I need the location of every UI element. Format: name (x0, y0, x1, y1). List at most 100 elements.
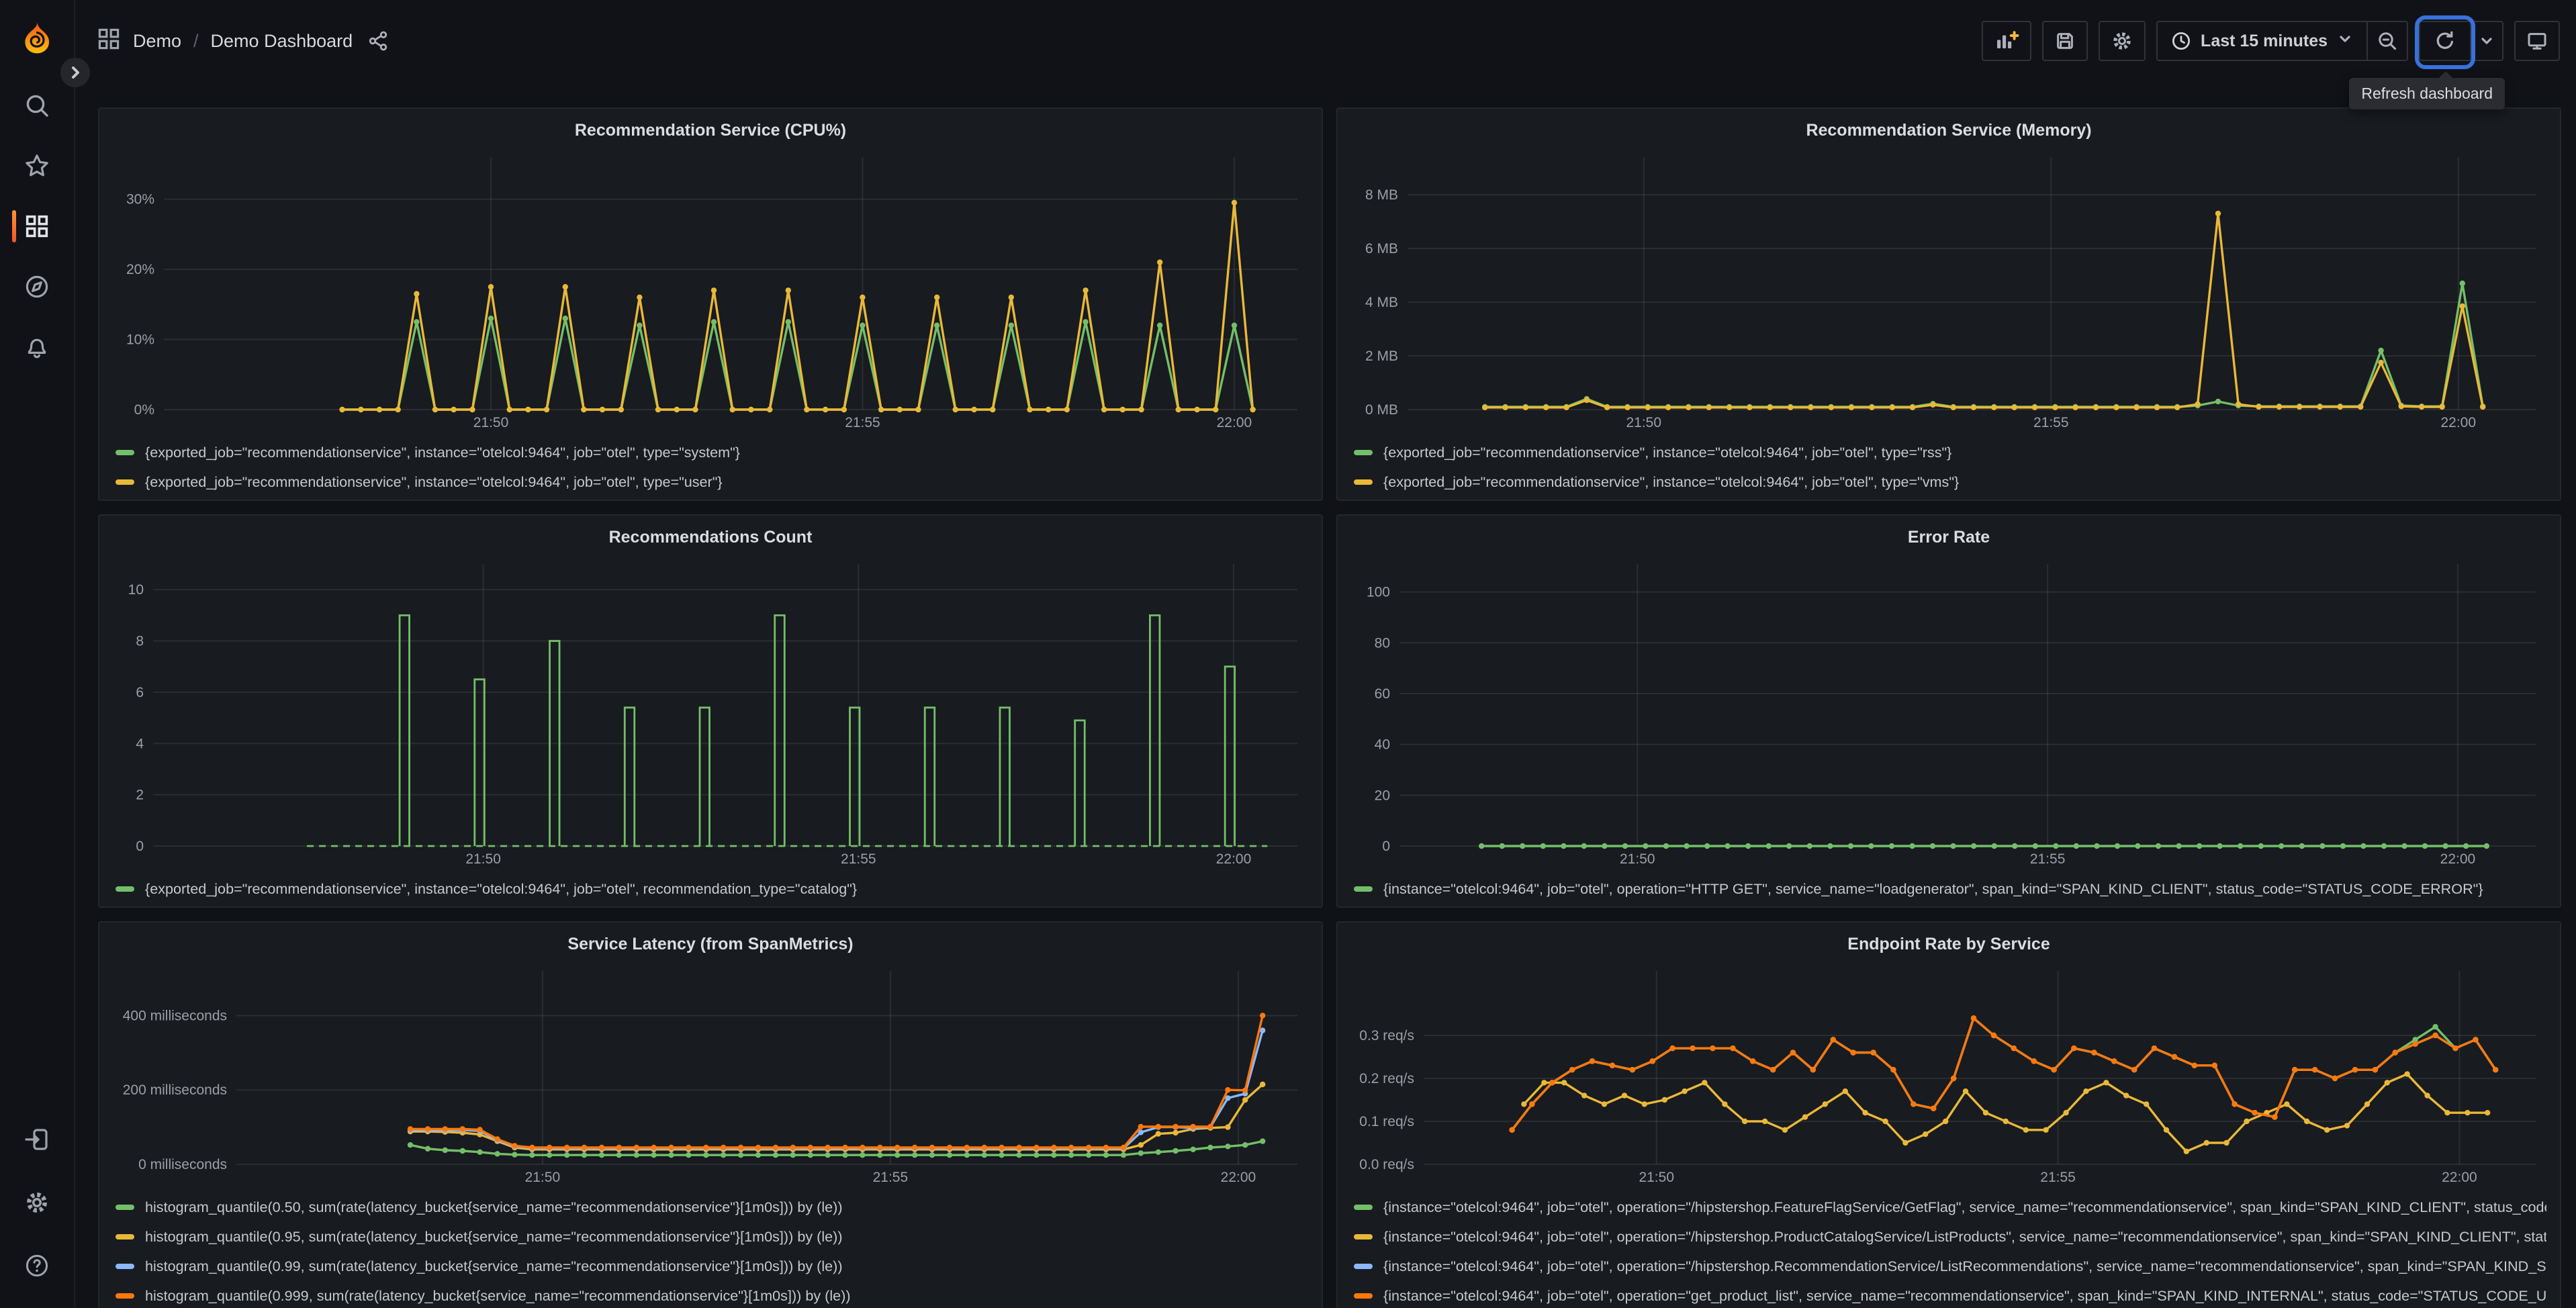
svg-text:0.3 req/s: 0.3 req/s (1359, 1028, 1414, 1043)
svg-text:22:00: 22:00 (1217, 415, 1252, 430)
legend-label: histogram_quantile(0.50, sum(rate(latenc… (145, 1199, 843, 1215)
legend-label: {exported_job="recommendationservice", i… (1383, 444, 1952, 461)
breadcrumb-page[interactable]: Demo Dashboard (210, 30, 353, 51)
legend-swatch (1354, 479, 1373, 485)
legend-label: {exported_job="recommendationservice", i… (145, 880, 858, 897)
legend: histogram_quantile(0.50, sum(rate(latenc… (113, 1188, 1308, 1308)
panel[interactable]: Error Rate 21:50 21:55 22:00 100 80 60 40 20 0 {… (1336, 514, 2561, 908)
tooltip-text: Refresh dashboard (2361, 85, 2493, 102)
panel[interactable]: Recommendation Service (Memory) 21:50 21:… (1336, 107, 2561, 501)
panel-title[interactable]: Recommendation Service (Memory) (1806, 121, 2092, 140)
chart-plot[interactable]: 21:50 21:55 22:00 400 milliseconds 200 milli… (113, 957, 1308, 1188)
legend-item[interactable]: histogram_quantile(0.999, sum(rate(laten… (116, 1281, 1308, 1308)
chart-plot[interactable]: 21:50 21:55 22:00 8 MB 6 MB 4 MB 2 MB 0 MB (1351, 144, 2546, 434)
share-dashboard-button[interactable] (367, 30, 389, 52)
toolbar-actions: Last 15 minutes (1982, 15, 2560, 69)
sidebar-item-explore[interactable] (0, 256, 74, 317)
dashboards-grid-icon (26, 215, 48, 238)
legend-label: {exported_job="recommendationservice", i… (145, 444, 740, 461)
legend-swatch (116, 450, 134, 455)
save-dashboard-button[interactable] (2042, 21, 2088, 61)
panel[interactable]: Recommendations Count 21:50 21:55 22:00 10 8… (98, 514, 1323, 908)
compass-icon (26, 275, 48, 298)
legend-item[interactable]: {exported_job="recommendationservice", i… (116, 467, 1308, 497)
legend-item[interactable]: histogram_quantile(0.99, sum(rate(latenc… (116, 1252, 1308, 1281)
legend-label: histogram_quantile(0.95, sum(rate(latenc… (145, 1228, 843, 1245)
panel-title[interactable]: Error Rate (1907, 528, 1990, 547)
sidebar-item-alerting[interactable] (0, 317, 74, 377)
breadcrumb-section[interactable]: Demo (133, 30, 182, 51)
legend-item[interactable]: {instance="otelcol:9464", job="otel", op… (1354, 1252, 2546, 1281)
legend-item[interactable]: {exported_job="recommendationservice", i… (116, 438, 1308, 467)
legend: {exported_job="recommendationservice", i… (1351, 434, 2546, 497)
sidebar-item-signin[interactable] (0, 1108, 74, 1171)
svg-text:22:00: 22:00 (2442, 1170, 2477, 1185)
chevron-down-icon (2340, 35, 2350, 42)
svg-text:0.2 req/s: 0.2 req/s (1359, 1071, 1414, 1086)
breadcrumb: Demo / Demo Dashboard (97, 27, 389, 56)
legend-item[interactable]: {instance="otelcol:9464", job="otel", op… (1354, 1193, 2546, 1222)
chart-plot[interactable]: 21:50 21:55 22:00 10 8 6 4 2 0 (113, 551, 1308, 870)
grafana-logo[interactable] (18, 0, 56, 75)
legend-item[interactable]: {instance="otelcol:9464", job="otel", op… (1354, 874, 2546, 904)
svg-text:0%: 0% (134, 402, 154, 418)
chevron-right-icon (72, 66, 79, 79)
panel-title[interactable]: Recommendation Service (CPU%) (574, 121, 847, 140)
svg-text:6 MB: 6 MB (1365, 241, 1398, 256)
svg-text:22:00: 22:00 (2440, 851, 2476, 867)
sidebar-item-help[interactable] (0, 1234, 74, 1297)
chart-plot[interactable]: 21:50 21:55 22:00 100 80 60 40 20 0 (1351, 551, 2546, 870)
header-toolbar: Demo / Demo Dashboard Last 15 minutes (75, 0, 2576, 82)
sidebar-item-dashboards[interactable] (0, 196, 74, 256)
svg-text:10%: 10% (126, 332, 154, 348)
svg-text:21:50: 21:50 (525, 1170, 561, 1185)
svg-text:8: 8 (136, 634, 144, 649)
time-range-picker[interactable]: Last 15 minutes (2158, 22, 2366, 60)
svg-text:22:00: 22:00 (2440, 415, 2476, 430)
legend-item[interactable]: {exported_job="recommendationservice", i… (1354, 467, 2546, 497)
legend-item[interactable]: {exported_job="recommendationservice", i… (1354, 438, 2546, 467)
svg-text:40: 40 (1375, 737, 1390, 753)
share-icon (369, 31, 387, 51)
panel-title[interactable]: Recommendations Count (608, 528, 813, 547)
zoom-out-icon (2379, 32, 2397, 50)
svg-text:22:00: 22:00 (1221, 1170, 1256, 1185)
legend-item[interactable]: {exported_job="recommendationservice", i… (116, 874, 1308, 904)
chart-plot[interactable]: 21:50 21:55 22:00 0.3 req/s 0.2 req/s 0.1 req… (1351, 957, 2546, 1188)
refresh-button[interactable] (2415, 15, 2475, 69)
panel-title[interactable]: Endpoint Rate by Service (1847, 935, 2050, 953)
add-panel-button[interactable] (1982, 21, 2032, 61)
panel[interactable]: Recommendation Service (CPU%) 21:50 21:55… (98, 107, 1323, 501)
kiosk-mode-button[interactable] (2514, 21, 2560, 61)
zoom-out-button[interactable] (2366, 22, 2407, 60)
sidebar-expand-button[interactable] (60, 58, 90, 87)
panel[interactable]: Endpoint Rate by Service 21:50 21:55 22:00… (1336, 921, 2561, 1308)
dashboard-settings-button[interactable] (2099, 21, 2146, 61)
legend-swatch (1354, 1205, 1373, 1210)
star-icon (26, 154, 48, 177)
time-range-label: Last 15 minutes (2201, 31, 2328, 50)
panel[interactable]: Service Latency (from SpanMetrics) 21:50… (98, 921, 1323, 1308)
sidebar-item-search[interactable] (0, 75, 74, 136)
svg-text:0.1 req/s: 0.1 req/s (1359, 1114, 1414, 1129)
svg-text:21:55: 21:55 (841, 851, 876, 867)
bell-icon (28, 338, 46, 359)
legend-item[interactable]: histogram_quantile(0.95, sum(rate(latenc… (116, 1222, 1308, 1252)
chart-plot[interactable]: 21:50 21:55 22:00 30% 20% 10% 0% (113, 144, 1308, 434)
sidebar-nav-top (0, 75, 74, 377)
sidebar-item-starred[interactable] (0, 136, 74, 196)
legend-item[interactable]: histogram_quantile(0.50, sum(rate(latenc… (116, 1193, 1308, 1222)
save-icon (2057, 33, 2073, 49)
legend-label: {exported_job="recommendationservice", i… (1383, 473, 1960, 490)
legend-swatch (1354, 886, 1373, 892)
refresh-interval-dropdown[interactable] (2470, 22, 2502, 60)
legend-swatch (1354, 450, 1373, 455)
svg-text:4: 4 (136, 736, 144, 751)
sidebar (0, 0, 75, 1308)
sidebar-item-configuration[interactable] (0, 1171, 74, 1234)
monitor-icon (2528, 33, 2546, 50)
sidebar-nav-bottom (0, 1108, 74, 1297)
legend-item[interactable]: {instance="otelcol:9464", job="otel", op… (1354, 1281, 2546, 1308)
panel-title[interactable]: Service Latency (from SpanMetrics) (567, 935, 854, 953)
legend-item[interactable]: {instance="otelcol:9464", job="otel", op… (1354, 1222, 2546, 1252)
